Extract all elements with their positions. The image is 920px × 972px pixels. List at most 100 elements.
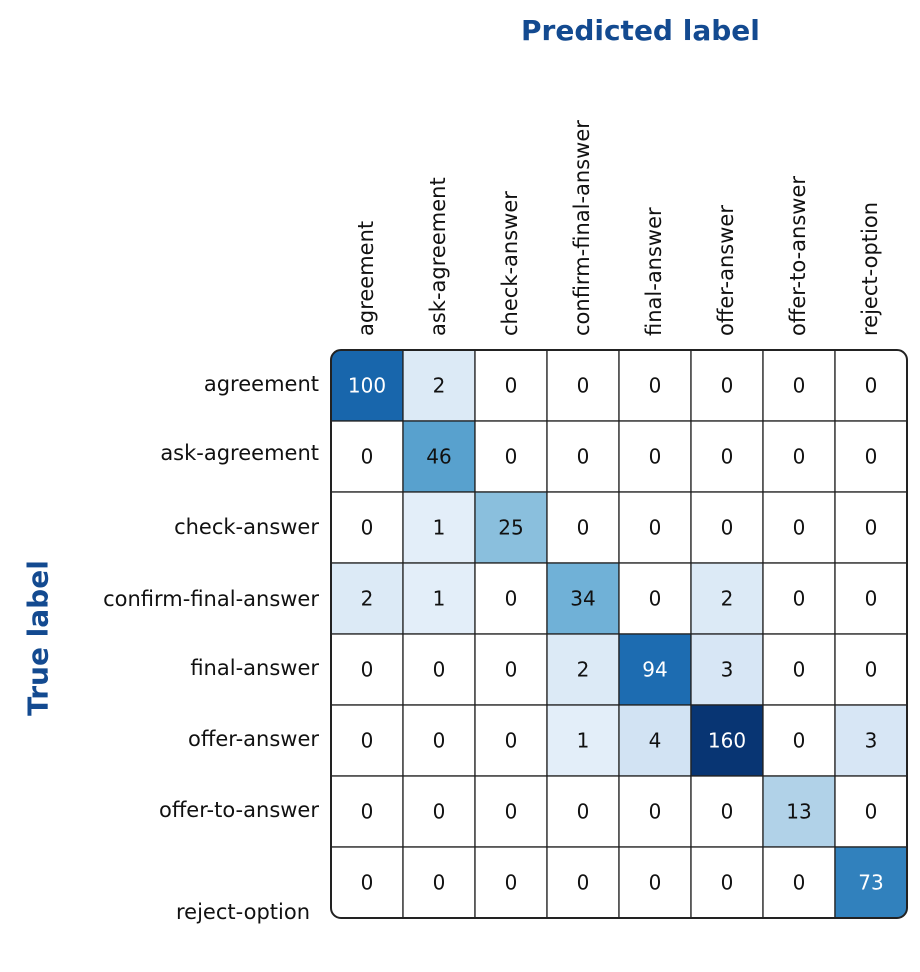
- cell-value-6-1: 0: [433, 800, 446, 824]
- heatmap-cell-7-5: [690, 846, 764, 918]
- heatmap-cell-2-4: [618, 491, 692, 564]
- grid-border: [330, 349, 908, 919]
- y-tick-label: confirm-final-answer: [103, 587, 319, 611]
- cell-value-6-4: 0: [649, 800, 662, 824]
- heatmap-cell-2-2: [474, 491, 548, 564]
- cell-value-0-1: 2: [433, 374, 446, 398]
- cell-value-7-0: 0: [361, 871, 374, 895]
- cell-value-1-0: 0: [361, 445, 374, 469]
- cell-value-3-7: 0: [865, 587, 878, 611]
- heatmap-cell-6-4: [618, 775, 692, 848]
- cell-value-7-7: 73: [858, 871, 883, 895]
- heatmap-cell-1-4: [618, 420, 692, 493]
- cell-value-1-4: 0: [649, 445, 662, 469]
- heatmap-cell-3-6: [762, 562, 836, 635]
- heatmap-cell-3-0: [331, 562, 404, 635]
- cell-value-5-0: 0: [361, 729, 374, 753]
- heatmap-cell-3-2: [474, 562, 548, 635]
- cell-value-3-5: 2: [721, 587, 734, 611]
- cell-value-5-1: 0: [433, 729, 446, 753]
- cell-value-3-0: 2: [361, 587, 374, 611]
- cell-value-1-7: 0: [865, 445, 878, 469]
- cell-value-4-5: 3: [721, 658, 734, 682]
- heatmap-cell-6-1: [402, 775, 476, 848]
- cell-value-5-7: 3: [865, 729, 878, 753]
- heatmap-cell-6-2: [474, 775, 548, 848]
- cell-value-1-1: 46: [426, 445, 451, 469]
- cell-value-0-0: 100: [348, 374, 386, 398]
- heatmap-cell-1-1: [402, 420, 476, 493]
- heatmap-cell-5-5: [690, 704, 764, 777]
- cell-value-6-7: 0: [865, 800, 878, 824]
- heatmap-cell-6-7: [834, 775, 907, 848]
- cell-value-0-2: 0: [505, 374, 518, 398]
- cell-value-7-5: 0: [721, 871, 734, 895]
- cell-value-4-0: 0: [361, 658, 374, 682]
- heatmap-cell-2-7: [834, 491, 907, 564]
- cell-value-6-3: 0: [577, 800, 590, 824]
- cell-value-5-3: 1: [577, 729, 590, 753]
- cell-value-5-5: 160: [708, 729, 746, 753]
- heatmap-cell-7-1: [402, 846, 476, 918]
- heatmap-cell-2-6: [762, 491, 836, 564]
- cell-value-2-4: 0: [649, 516, 662, 540]
- y-tick-label: final-answer: [190, 656, 319, 680]
- cell-value-2-0: 0: [361, 516, 374, 540]
- cell-value-2-7: 0: [865, 516, 878, 540]
- cell-value-6-0: 0: [361, 800, 374, 824]
- heatmap-cell-1-5: [690, 420, 764, 493]
- heatmap-cell-7-7: [834, 846, 907, 918]
- cell-value-0-6: 0: [793, 374, 806, 398]
- heatmap-cell-6-6: [762, 775, 836, 848]
- cell-value-3-1: 1: [433, 587, 446, 611]
- cell-value-7-2: 0: [505, 871, 518, 895]
- cell-value-6-2: 0: [505, 800, 518, 824]
- cell-value-2-1: 1: [433, 516, 446, 540]
- heatmap-cell-1-0: [331, 420, 404, 493]
- cell-value-1-6: 0: [793, 445, 806, 469]
- heatmap-cell-4-3: [546, 633, 620, 706]
- cell-value-3-6: 0: [793, 587, 806, 611]
- heatmap-cell-7-0: [331, 846, 404, 918]
- cell-value-0-7: 0: [865, 374, 878, 398]
- cell-value-0-4: 0: [649, 374, 662, 398]
- y-tick-label: offer-to-answer: [158, 798, 319, 822]
- heatmap-cell-0-4: [618, 350, 692, 422]
- heatmap-cell-5-3: [546, 704, 620, 777]
- cell-value-2-2: 25: [498, 516, 523, 540]
- y-tick-label: ask-agreement: [160, 441, 319, 465]
- cell-value-2-3: 0: [577, 516, 590, 540]
- y-tick-label: offer-answer: [188, 727, 319, 751]
- cell-value-3-4: 0: [649, 587, 662, 611]
- cell-value-3-2: 0: [505, 587, 518, 611]
- heatmap-cell-3-4: [618, 562, 692, 635]
- cell-value-7-6: 0: [793, 871, 806, 895]
- cell-value-7-1: 0: [433, 871, 446, 895]
- cell-value-3-3: 34: [570, 587, 595, 611]
- heatmap-cell-6-0: [331, 775, 404, 848]
- cell-value-5-4: 4: [649, 729, 662, 753]
- cell-value-4-2: 0: [505, 658, 518, 682]
- heatmap-cell-0-1: [402, 350, 476, 422]
- cell-value-5-2: 0: [505, 729, 518, 753]
- cell-value-4-1: 0: [433, 658, 446, 682]
- cell-value-7-4: 0: [649, 871, 662, 895]
- cell-value-7-3: 0: [577, 871, 590, 895]
- heatmap-cell-0-6: [762, 350, 836, 422]
- heatmap-cell-0-2: [474, 350, 548, 422]
- cell-value-2-5: 0: [721, 516, 734, 540]
- heatmap-cell-3-5: [690, 562, 764, 635]
- cell-value-5-6: 0: [793, 729, 806, 753]
- heatmap-cell-3-3: [546, 562, 620, 635]
- heatmap-cell-4-4: [618, 633, 692, 706]
- heatmap-cell-4-2: [474, 633, 548, 706]
- heatmap-cell-7-6: [762, 846, 836, 918]
- cell-value-4-6: 0: [793, 658, 806, 682]
- cell-value-1-2: 0: [505, 445, 518, 469]
- cell-value-0-5: 0: [721, 374, 734, 398]
- heatmap-cell-4-0: [331, 633, 404, 706]
- y-tick-label: check-answer: [174, 515, 319, 539]
- heatmap-cell-2-5: [690, 491, 764, 564]
- heatmap-cell-6-3: [546, 775, 620, 848]
